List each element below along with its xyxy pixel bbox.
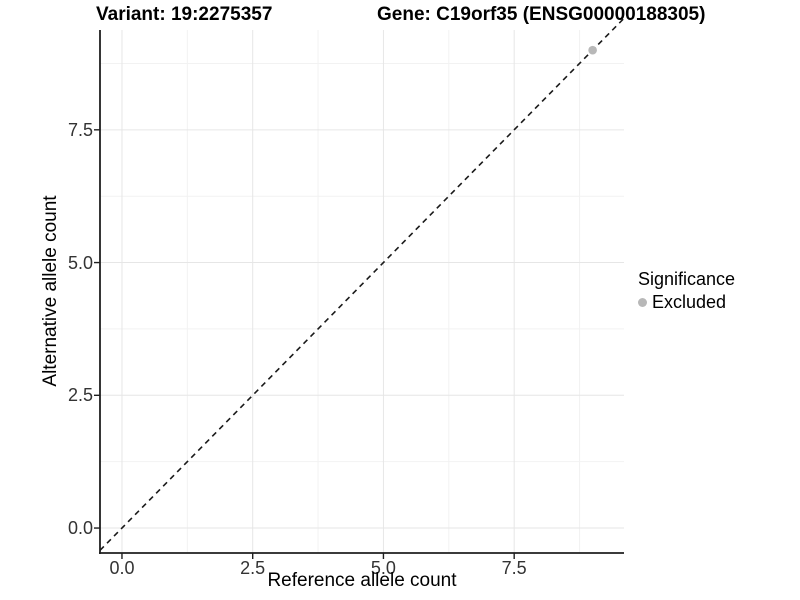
y-tick-label: 7.5 — [67, 119, 93, 140]
y-axis-title: Alternative allele count — [40, 195, 61, 387]
legend-item-excluded: Excluded — [638, 291, 735, 314]
legend-title: Significance — [638, 269, 736, 289]
reference-line — [99, 17, 625, 551]
data-point — [588, 45, 597, 55]
y-tick-label: 5.0 — [67, 252, 93, 273]
x-tick-label: 7.5 — [501, 558, 527, 578]
plot-title-gene: Gene: C19orf35 (ENSG00000188305) — [377, 4, 706, 25]
x-tick-label: 5.0 — [370, 558, 396, 578]
legend-item-label: Excluded — [652, 292, 727, 312]
legend-point-icon — [638, 298, 647, 307]
legend: Significance Excluded — [638, 268, 735, 314]
x-axis-title: Reference allele count — [267, 570, 457, 591]
y-tick-label: 2.5 — [67, 385, 93, 406]
x-tick-label: 2.5 — [240, 558, 266, 578]
plot-title-variant: Variant: 19:2275357 — [96, 4, 273, 25]
x-tick-label: 0.0 — [109, 558, 135, 578]
y-tick-label: 0.0 — [67, 518, 93, 539]
